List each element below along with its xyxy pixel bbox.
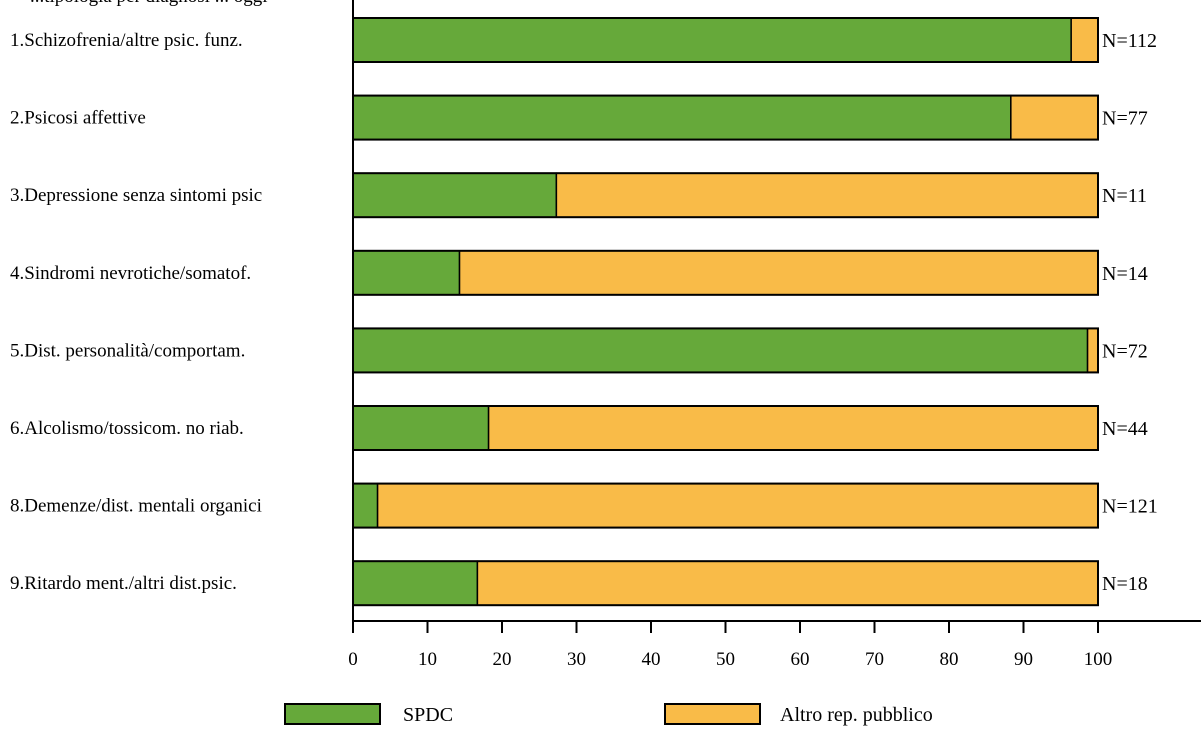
n-labels-group: N=112 N=77 N=11 N=14 N=72 N=44 N=121 N=18 <box>1102 30 1158 595</box>
legend-label-altro: Altro rep. pubblico <box>780 704 933 726</box>
category-label: 9.Ritardo ment./altri dist.psic. <box>10 573 237 594</box>
x-axis: 0 10 20 30 40 50 60 70 80 90 100 <box>348 0 1201 670</box>
x-tick-label: 70 <box>865 649 884 670</box>
x-tick-label: 60 <box>791 649 810 670</box>
category-label: 4.Sindromi nevrotiche/somatof. <box>10 263 251 284</box>
x-tick-label: 20 <box>493 649 512 670</box>
bar-segment-altro-1 <box>1070 17 1099 63</box>
category-label: 5.Dist. personalità/comportam. <box>10 340 245 361</box>
bar-segment-spdc-4 <box>352 250 461 296</box>
x-tick-label: 50 <box>716 649 735 670</box>
bar-segment-spdc-1 <box>352 17 1072 63</box>
category-labels-group: 1.Schizofrenia/altre psic. funz. 2.Psicos… <box>10 30 262 594</box>
n-label: N=18 <box>1102 573 1148 595</box>
x-tick-label: 30 <box>567 649 586 670</box>
bar-segment-spdc-7 <box>352 482 379 529</box>
chart-title-text: ...tipologia per diagnosi ... oggi <box>30 0 267 7</box>
n-label: N=11 <box>1102 185 1147 207</box>
bar-segment-spdc-8 <box>352 560 479 606</box>
n-label: N=72 <box>1102 340 1148 362</box>
bar-segment-spdc-2 <box>352 94 1012 141</box>
bar-segment-altro-3 <box>555 172 1099 218</box>
bar-segment-altro-5 <box>1086 327 1099 374</box>
category-label: 3.Depressione senza sintomi psic <box>10 185 262 206</box>
legend-label-spdc: SPDC <box>403 704 453 726</box>
category-label: 1.Schizofrenia/altre psic. funz. <box>10 30 243 51</box>
n-label: N=14 <box>1102 263 1148 285</box>
bars-group <box>352 17 1099 607</box>
bar-segment-spdc-6 <box>352 405 490 451</box>
n-label: N=112 <box>1102 30 1157 52</box>
x-tick-label: 0 <box>348 649 358 670</box>
bar-segment-altro-2 <box>1010 94 1099 141</box>
x-tick-label: 100 <box>1084 649 1113 670</box>
x-tick-label: 90 <box>1014 649 1033 670</box>
bar-segment-altro-8 <box>476 560 1099 606</box>
legend-swatch-spdc <box>284 703 381 725</box>
bar-segment-spdc-5 <box>352 327 1089 374</box>
category-label: 2.Psicosi affettive <box>10 108 146 129</box>
x-tick-label: 40 <box>642 649 661 670</box>
legend-swatch-altro <box>664 703 761 725</box>
n-label: N=44 <box>1102 418 1148 440</box>
category-label: 6.Alcolismo/tossicom. no riab. <box>10 418 244 439</box>
bar-segment-altro-7 <box>376 482 1099 529</box>
n-label: N=121 <box>1102 496 1158 518</box>
n-label: N=77 <box>1102 108 1148 130</box>
x-tick-label: 80 <box>940 649 959 670</box>
bar-segment-spdc-3 <box>352 172 558 218</box>
x-tick-label: 10 <box>418 649 437 670</box>
bar-segment-altro-4 <box>458 250 1099 296</box>
bar-segment-altro-6 <box>487 405 1099 451</box>
chart-title-fragment: ...tipologia per diagnosi ... oggi <box>30 0 267 7</box>
category-label: 8.Demenze/dist. mentali organici <box>10 496 262 517</box>
legend: SPDC Altro rep. pubblico <box>284 703 933 726</box>
